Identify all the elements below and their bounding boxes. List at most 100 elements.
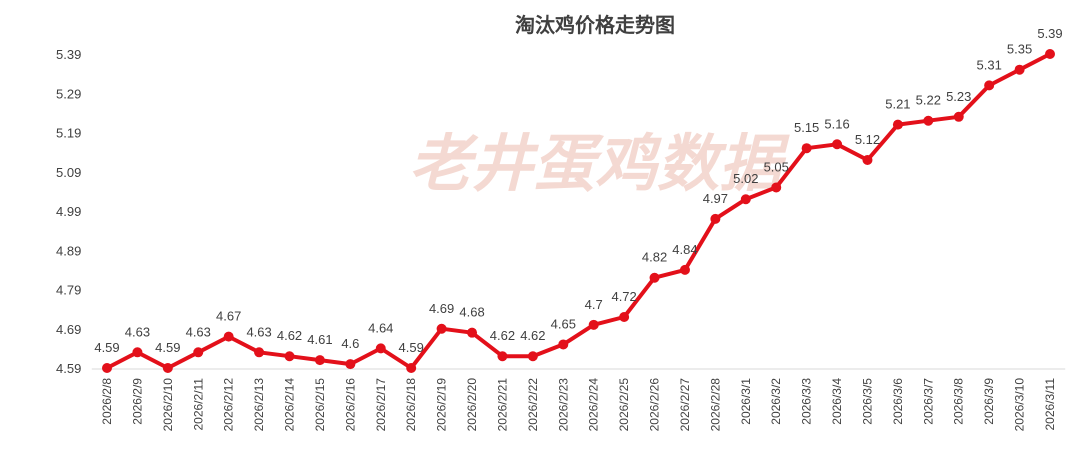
x-tick-label: 2026/3/8 [952,378,966,425]
data-point-marker [345,359,356,370]
x-tick-label: 2026/3/11 [1043,378,1057,431]
x-tick-label: 2026/2/26 [648,378,662,432]
data-point-marker [771,182,782,193]
data-label: 4.59 [155,340,180,355]
x-tick-label: 2026/2/28 [708,378,722,432]
data-label: 5.05 [764,159,789,174]
data-point-marker [132,347,143,358]
data-point-marker [1045,49,1055,59]
data-label: 4.7 [585,297,603,312]
data-point-marker [467,327,478,338]
data-label: 5.21 [885,97,910,112]
data-label: 4.69 [429,301,454,316]
data-label: 5.31 [977,57,1002,72]
data-point-marker [679,264,690,275]
data-point-marker [710,213,721,224]
data-label: 5.22 [916,93,941,108]
data-labels: 4.59 4.63 4.59 4.63 4.67 4.63 4.62 4.61 4.6 4.64 4… [94,26,1062,355]
x-tick-label: 2026/3/5 [860,378,874,425]
x-tick-label: 2026/2/11 [191,378,205,431]
x-tick-label: 2026/3/1 [739,378,753,425]
data-label: 5.23 [946,89,971,104]
data-point-marker [527,351,538,362]
data-label: 5.35 [1007,42,1032,57]
x-tick-label: 2026/2/13 [252,378,266,432]
x-tick-label: 2026/2/19 [435,378,449,432]
y-tick-label: 4.89 [56,243,81,258]
data-point-marker [284,351,295,362]
data-label: 4.84 [672,242,697,257]
series-line [102,49,1055,373]
data-point-marker [740,194,751,205]
data-label: 4.97 [703,191,728,206]
data-label: 4.64 [368,320,393,335]
x-tick-label: 2026/2/17 [374,378,388,432]
data-point-marker [1014,64,1025,75]
data-label: 4.6 [341,336,359,351]
x-tick-label: 2026/2/14 [283,378,297,432]
data-label: 4.82 [642,250,667,265]
y-tick-label: 5.39 [56,47,81,62]
data-point-marker [588,319,599,330]
data-label: 4.72 [611,289,636,304]
chart-title: 淘汰鸡价格走势图 [515,13,675,37]
x-tick-label: 2026/2/8 [100,378,114,425]
x-axis: 2026/2/8 2026/2/9 2026/2/10 2026/2/11 2026/2… [91,368,1066,432]
data-label: 4.63 [246,324,271,339]
x-tick-label: 2026/2/16 [343,378,357,432]
x-tick-label: 2026/3/7 [921,378,935,425]
data-point-marker [162,363,173,373]
data-label: 4.68 [459,305,484,320]
chart-watermark: 老井蛋鸡数据 [409,127,790,200]
data-point-marker [497,351,508,362]
data-label: 4.62 [277,328,302,343]
data-point-marker [436,323,447,334]
x-tick-label: 2026/3/6 [891,378,905,425]
series-line-path [105,52,1052,370]
data-label: 4.59 [94,340,119,355]
data-point-marker [801,143,812,154]
x-tick-label: 2026/2/22 [526,378,540,432]
data-point-marker [832,139,843,150]
x-tick-label: 2026/2/9 [130,378,144,425]
data-label: 5.15 [794,120,819,135]
data-point-marker [984,80,995,91]
x-tick-label: 2026/3/9 [982,378,996,425]
y-tick-label: 4.59 [56,361,81,376]
x-tick-label: 2026/3/4 [830,378,844,425]
x-tick-label: 2026/3/2 [769,378,783,425]
x-tick-label: 2026/2/18 [404,378,418,432]
data-point-marker [649,272,660,283]
data-point-marker [619,311,630,322]
y-tick-label: 4.99 [56,204,81,219]
data-label: 4.62 [490,328,515,343]
x-tick-label: 2026/3/3 [800,378,814,425]
data-point-marker [923,115,934,126]
x-tick-label: 2026/2/10 [161,378,175,432]
data-point-marker [314,355,325,366]
x-tick-label: 2026/2/27 [678,378,692,432]
y-tick-label: 5.29 [56,86,81,101]
y-tick-label: 5.19 [56,126,81,141]
data-label: 4.59 [399,340,424,355]
data-point-marker [892,119,903,130]
x-tick-label: 2026/2/15 [313,378,327,432]
data-point-marker [254,347,265,358]
data-point-marker [102,363,112,373]
x-tick-label: 2026/2/24 [587,378,601,432]
data-point-marker [406,363,417,373]
y-tick-label: 5.09 [56,165,81,180]
data-label: 4.67 [216,309,241,324]
data-label: 4.63 [125,324,150,339]
y-tick-label: 4.69 [56,322,81,337]
x-tick-label: 2026/2/23 [556,378,570,432]
data-point-marker [375,343,386,354]
data-point-marker [558,339,569,350]
data-label: 4.61 [307,332,332,347]
data-label: 5.16 [824,116,849,131]
data-label: 4.63 [186,324,211,339]
x-tick-label: 2026/2/21 [495,378,509,432]
data-point-marker [862,154,873,165]
data-label: 4.65 [551,316,576,331]
